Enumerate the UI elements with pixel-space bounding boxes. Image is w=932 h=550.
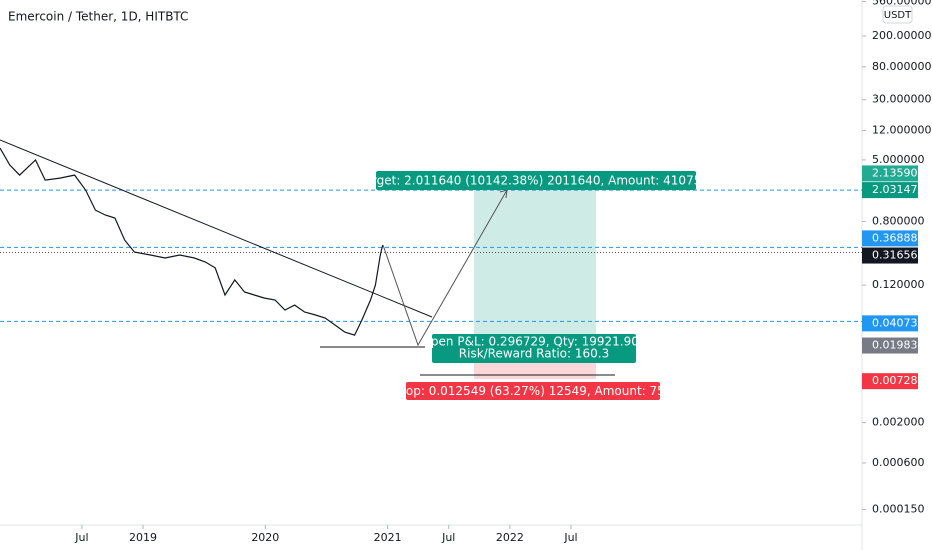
price-label-box — [862, 165, 918, 182]
pnl-box — [432, 334, 636, 363]
y-tick-label: 0.800000 — [872, 214, 925, 227]
currency-button[interactable] — [882, 5, 913, 24]
x-tick-label: 2020 — [251, 531, 279, 544]
pnl-label: Risk/Reward Ratio: 160.3 — [459, 347, 609, 361]
currency-label: USDT — [884, 10, 912, 21]
price-label: 0.316563 — [872, 249, 925, 262]
price-label: 0.019834 — [872, 339, 925, 352]
x-tick-label: Jul — [441, 531, 455, 544]
y-tick-label: 12.000000 — [872, 123, 932, 136]
y-tick-label: 80.000000 — [872, 60, 932, 73]
target-label: Target: 2.011640 (10142.38%) 2011640, Am… — [358, 174, 713, 188]
y-tick-label: 0.000150 — [872, 503, 925, 516]
chart-title: Emercoin / Tether, 1D, HITBTC — [8, 10, 188, 24]
y-tick-label: 5.000000 — [872, 153, 925, 166]
price-label: 0.368882 — [872, 231, 925, 244]
y-tick-label: 560.000000 — [872, 0, 932, 7]
price-label-box — [862, 247, 918, 264]
x-tick-label: 2019 — [129, 531, 157, 544]
price-label-box — [862, 373, 918, 390]
y-tick-label: 0.000600 — [872, 456, 925, 469]
price-label: 0.007285 — [872, 374, 925, 387]
price-label-box — [862, 315, 918, 332]
target-box — [376, 171, 696, 190]
y-tick-label: 200.000000 — [872, 29, 932, 42]
stop-box — [406, 382, 660, 400]
projection-path — [382, 189, 508, 347]
price-label: 0.040739 — [872, 316, 925, 329]
price-line-series — [0, 147, 384, 336]
target-zone — [474, 190, 596, 346]
trend-line — [0, 139, 433, 318]
price-label: 2.031474 — [872, 183, 925, 196]
stop-label: Stop: 0.012549 (63.27%) 12549, Amount: 7… — [394, 384, 673, 398]
y-tick-label: 0.120000 — [872, 278, 925, 291]
y-tick-label: 0.002000 — [872, 416, 925, 429]
price-label-box — [862, 182, 918, 199]
price-label-box — [862, 230, 918, 247]
x-tick-label: Jul — [563, 531, 577, 544]
price-label-box — [862, 337, 918, 354]
x-tick-label: 2022 — [496, 531, 524, 544]
price-label: 2.135904 — [872, 166, 925, 179]
pnl-label: Open P&L: 0.296729, Qty: 19921.906 — [421, 335, 646, 349]
y-tick-label: 30.000000 — [872, 93, 932, 106]
x-tick-label: 2021 — [374, 531, 402, 544]
x-tick-label: Jul — [74, 531, 88, 544]
